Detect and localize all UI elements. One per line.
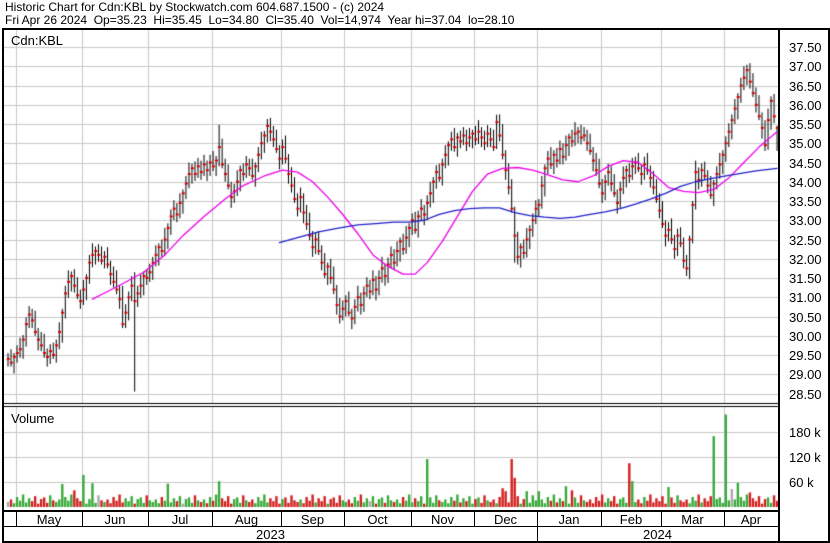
month-separator-tick bbox=[601, 512, 602, 526]
month-label: Dec bbox=[493, 512, 518, 527]
price-axis-label: 28.50 bbox=[789, 386, 822, 402]
price-axis-label: 30.00 bbox=[789, 328, 822, 344]
year-label: 2024 bbox=[643, 527, 672, 542]
price-axis-label: 37.00 bbox=[789, 59, 822, 75]
price-axis-label: 36.50 bbox=[789, 78, 822, 94]
month-separator-tick bbox=[724, 512, 725, 526]
price-axis-labels: 37.50 37.00 36.50 36.00 35.50 35.00 34.50 34.00… bbox=[780, 30, 828, 510]
quote-summary-line: Fri Apr 26 2024 Op=35.23 Hi=35.45 Lo=34.… bbox=[5, 13, 515, 27]
year-separator-tick bbox=[537, 527, 538, 541]
month-label: Nov bbox=[430, 512, 455, 527]
chart-title-line: Historic Chart for Cdn:KBL by Stockwatch… bbox=[5, 0, 385, 14]
month-separator-tick bbox=[16, 512, 17, 526]
price-axis-label: 36.00 bbox=[789, 97, 822, 113]
price-axis-label: 35.50 bbox=[789, 117, 822, 132]
price-axis-label: 37.50 bbox=[789, 40, 822, 55]
price-axis-label: 29.00 bbox=[789, 367, 822, 383]
axis-separator-line bbox=[778, 30, 780, 541]
price-axis-label: 29.50 bbox=[789, 348, 822, 363]
month-axis-row: May Jun Jul Aug Sep Oct Nov Dec Jan Feb Mar Apr bbox=[4, 512, 778, 527]
price-axis-label: 34.50 bbox=[789, 155, 822, 171]
month-label: Apr bbox=[740, 512, 762, 527]
year-row-divider bbox=[4, 526, 778, 527]
price-axis-label: 33.00 bbox=[789, 213, 822, 229]
month-label: Aug bbox=[234, 512, 259, 527]
price-volume-chart-canvas bbox=[4, 30, 778, 510]
month-label: May bbox=[36, 512, 62, 527]
month-label: Jun bbox=[104, 512, 126, 527]
year-label: 2023 bbox=[256, 527, 285, 542]
month-separator-tick bbox=[661, 512, 662, 526]
price-axis-label: 31.00 bbox=[789, 290, 822, 306]
symbol-label: Cdn:KBL bbox=[11, 33, 64, 48]
volume-axis-label: 60 k bbox=[789, 474, 814, 490]
month-label: Oct bbox=[367, 512, 388, 527]
month-label: Feb bbox=[619, 512, 643, 527]
month-separator-tick bbox=[411, 512, 412, 526]
month-separator-tick bbox=[148, 512, 149, 526]
month-separator-tick bbox=[344, 512, 345, 526]
price-axis-label: 35.00 bbox=[789, 136, 822, 152]
price-axis-label: 33.50 bbox=[789, 194, 822, 209]
month-label: Jan bbox=[558, 512, 580, 527]
volume-axis-label: 180 k bbox=[789, 424, 821, 440]
chart-frame: Cdn:KBL Volume 37.50 37.00 36.50 36.00 35.50… bbox=[2, 28, 830, 543]
month-separator-tick bbox=[537, 512, 538, 526]
month-separator-tick bbox=[474, 512, 475, 526]
price-axis-label: 32.50 bbox=[789, 232, 822, 248]
volume-axis-label: 120 k bbox=[789, 449, 821, 465]
month-separator-tick bbox=[82, 512, 83, 526]
month-separator-tick bbox=[281, 512, 282, 526]
year-axis-row: 2023 2024 bbox=[4, 527, 778, 542]
price-axis-label: 32.00 bbox=[789, 251, 822, 267]
month-row-top-border bbox=[4, 510, 778, 512]
volume-pane-label: Volume bbox=[11, 411, 55, 426]
month-label: Mar bbox=[681, 512, 704, 527]
price-axis-label: 30.50 bbox=[789, 309, 822, 325]
chart-inner: Cdn:KBL Volume 37.50 37.00 36.50 36.00 35.50… bbox=[4, 30, 828, 542]
price-axis-label: 31.50 bbox=[789, 271, 822, 286]
month-separator-tick bbox=[212, 512, 213, 526]
month-label: Jul bbox=[171, 512, 189, 527]
price-axis-label: 34.00 bbox=[789, 174, 822, 190]
month-label: Sep bbox=[300, 512, 325, 527]
